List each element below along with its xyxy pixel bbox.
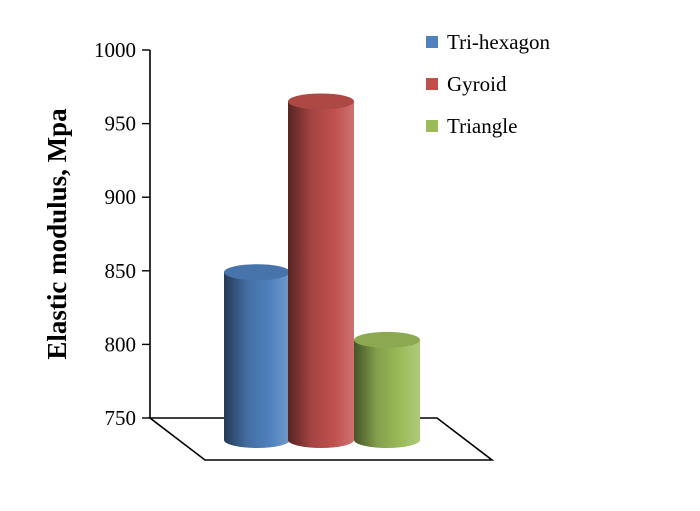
bar-body — [354, 339, 420, 448]
y-tick-label: 850 — [105, 259, 137, 283]
y-tick-label: 750 — [105, 406, 137, 430]
legend-label: Triangle — [447, 114, 517, 138]
y-tick-label: 1000 — [94, 38, 136, 62]
legend-label: Gyroid — [447, 72, 507, 96]
legend-label: Tri-hexagon — [447, 30, 551, 54]
legend-swatch — [426, 120, 438, 132]
bar-body — [288, 101, 354, 448]
bars-group — [224, 93, 420, 448]
legend: Tri-hexagon Gyroid Triangle — [426, 30, 551, 138]
bar-top-cap — [354, 331, 420, 348]
bar-top-cap — [224, 264, 290, 281]
bar-triangle — [354, 331, 420, 448]
y-tick-label: 800 — [105, 332, 137, 356]
legend-swatch — [426, 78, 438, 90]
y-tick-label: 950 — [105, 112, 137, 136]
y-tick-label: 900 — [105, 185, 137, 209]
legend-swatch — [426, 36, 438, 48]
bar-body — [224, 272, 290, 448]
y-axis-label: Elastic modulus, Mpa — [42, 108, 72, 360]
bar-gyroid — [288, 93, 354, 448]
bar-top-cap — [288, 93, 354, 110]
y-axis-ticks: 750 800 850 900 950 1000 — [94, 38, 150, 430]
bar-tri-hexagon — [224, 264, 290, 448]
